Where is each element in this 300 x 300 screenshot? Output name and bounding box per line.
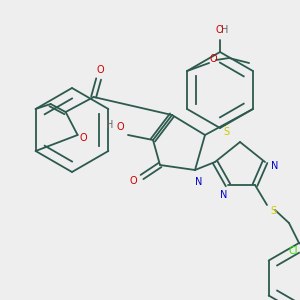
Text: S: S	[270, 206, 276, 216]
Text: N: N	[271, 161, 279, 171]
Text: Cl: Cl	[289, 245, 298, 256]
Text: S: S	[223, 127, 229, 137]
Text: O: O	[215, 25, 223, 35]
Text: O: O	[97, 65, 104, 75]
Text: O: O	[116, 122, 124, 132]
Text: H: H	[221, 25, 229, 35]
Text: O: O	[129, 176, 137, 186]
Text: O: O	[80, 133, 87, 143]
Text: N: N	[195, 177, 203, 187]
Text: O: O	[209, 54, 217, 64]
Text: H: H	[106, 120, 114, 130]
Text: N: N	[220, 190, 228, 200]
